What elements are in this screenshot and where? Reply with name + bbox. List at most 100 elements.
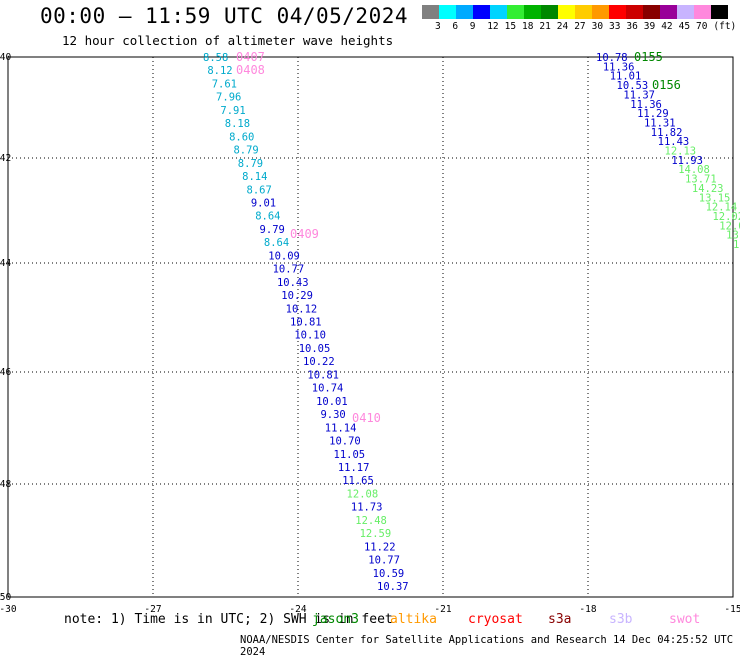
lat-tick-label: -40 — [0, 52, 11, 63]
lon-tick-label: -24 — [289, 604, 306, 615]
colorbar-label: 9 — [469, 21, 476, 32]
colorbar-swatch — [677, 5, 694, 19]
swh-value: 10.74 — [312, 383, 344, 395]
legend-item-s3a: s3a — [548, 612, 572, 627]
swh-value: 8.64 — [255, 211, 280, 223]
colorbar-swatch — [609, 5, 626, 19]
swh-value: 11.65 — [342, 475, 374, 487]
colorbar-swatch — [490, 5, 507, 19]
swh-value: 8.14 — [242, 171, 267, 183]
colorbar-swatch — [473, 5, 490, 19]
colorbar-label: 24 — [556, 21, 569, 32]
wave-height-colorbar — [422, 5, 728, 19]
swh-value: 10.09 — [268, 250, 300, 262]
legend-item-cryosat: cryosat — [468, 612, 523, 627]
swh-value: 11.93 — [671, 155, 703, 167]
swh-value: 10.37 — [377, 581, 409, 593]
colorbar-label: 45 — [678, 21, 691, 32]
swh-value: 12.02 — [712, 211, 740, 223]
swh-value: 11.43 — [658, 136, 690, 148]
swh-value: 11.01 — [610, 71, 642, 83]
colorbar-swatch — [524, 5, 541, 19]
colorbar-swatch — [422, 5, 439, 19]
swh-value: 12.13 — [665, 146, 697, 158]
colorbar-label: 39 — [643, 21, 656, 32]
colorbar-label: 21 — [539, 21, 551, 32]
pass-time-label: 0407 — [236, 50, 265, 64]
colorbar-label: 42 — [661, 21, 673, 32]
swh-value: 11.29 — [637, 108, 669, 120]
legend-item-swot: swot — [669, 612, 701, 627]
colorbar-label: 33 — [609, 21, 621, 32]
swh-value: 9.01 — [251, 197, 276, 209]
swh-value: 11.17 — [338, 462, 370, 474]
swh-value: 13. — [726, 230, 740, 242]
swh-value: 14.23 — [692, 183, 724, 195]
swh-value: 11.31 — [644, 117, 676, 129]
swh-value: 9.79 — [260, 224, 285, 236]
swh-value: 12.0 — [719, 220, 740, 232]
map-subtitle: 12 hour collection of altimeter wave hei… — [62, 33, 394, 48]
swh-value: 10.78 — [596, 52, 628, 64]
lon-tick-label: -21 — [434, 604, 451, 615]
swh-value: 11.73 — [351, 502, 383, 514]
colorbar-swatch — [711, 5, 728, 19]
legend-item-jason3: jason3 — [312, 612, 359, 627]
colorbar-label: 70 — [696, 21, 708, 32]
lat-tick-label: -46 — [0, 367, 11, 378]
colorbar-label: (ft) — [713, 21, 737, 32]
lon-tick-label: -30 — [0, 604, 17, 615]
swh-value: 10.05 — [299, 343, 331, 355]
swh-value: 10.53 — [617, 80, 649, 92]
swh-value: 8.12 — [207, 65, 232, 77]
footer-credit: NOAA/NESDIS Center for Satellite Applica… — [240, 634, 734, 658]
swh-value: 7.96 — [216, 92, 241, 104]
map-frame — [7, 56, 734, 598]
swh-value: 10.43 — [277, 277, 309, 289]
swh-value: 14.08 — [678, 164, 710, 176]
pass-time-label: 0155 — [634, 50, 663, 64]
colorbar-swatch — [643, 5, 660, 19]
colorbar-swatch — [592, 5, 609, 19]
swh-value: 8.18 — [225, 118, 250, 130]
swh-value: 8.64 — [264, 237, 289, 249]
swh-value: 1 — [733, 239, 739, 251]
swh-value: 10.81 — [290, 317, 322, 329]
swh-value: 9.30 — [320, 409, 345, 421]
swh-value: 10.77 — [273, 264, 305, 276]
note-text: note: 1) Time is in UTC; 2) SWH is in fe… — [64, 612, 393, 627]
swh-value: 10.10 — [294, 330, 326, 342]
swh-value: 10.77 — [368, 555, 400, 567]
lat-tick-label: -50 — [0, 592, 11, 603]
swh-value: 12.48 — [355, 515, 387, 527]
swh-value: 11.37 — [623, 89, 655, 101]
swh-value: 10.59 — [373, 568, 405, 580]
pass-time-label: 0409 — [290, 227, 319, 241]
colorbar-swatch — [456, 5, 473, 19]
colorbar-label: 6 — [452, 21, 459, 32]
colorbar-label: 18 — [522, 21, 534, 32]
colorbar-swatch — [575, 5, 592, 19]
swh-value: 8.67 — [247, 184, 272, 196]
swh-value: 12.59 — [360, 528, 392, 540]
map-title: 00:00 – 11:59 UTC 04/05/2024 — [40, 4, 409, 28]
swh-value: 11.82 — [651, 127, 683, 139]
swh-value: 11.36 — [603, 61, 635, 73]
swh-value: 12.08 — [347, 488, 379, 500]
swh-value: 11.36 — [630, 99, 662, 111]
swh-value: 10.22 — [303, 356, 335, 368]
pass-time-label: 0408 — [236, 63, 265, 77]
legend-item-altika: altika — [390, 612, 437, 627]
colorbar-swatch — [439, 5, 456, 19]
lon-tick-label: -15 — [724, 604, 740, 615]
colorbar-label: 12 — [487, 21, 499, 32]
swh-value: 8.58 — [203, 52, 228, 64]
colorbar-label: 36 — [626, 21, 638, 32]
lon-tick-label: -27 — [144, 604, 161, 615]
swh-value: 12.14 — [706, 202, 738, 214]
colorbar-swatch — [660, 5, 677, 19]
swh-value: 13.15 — [699, 192, 731, 204]
swh-value: 10.29 — [281, 290, 313, 302]
lat-tick-label: -42 — [0, 153, 11, 164]
swh-value: 10.81 — [307, 369, 339, 381]
